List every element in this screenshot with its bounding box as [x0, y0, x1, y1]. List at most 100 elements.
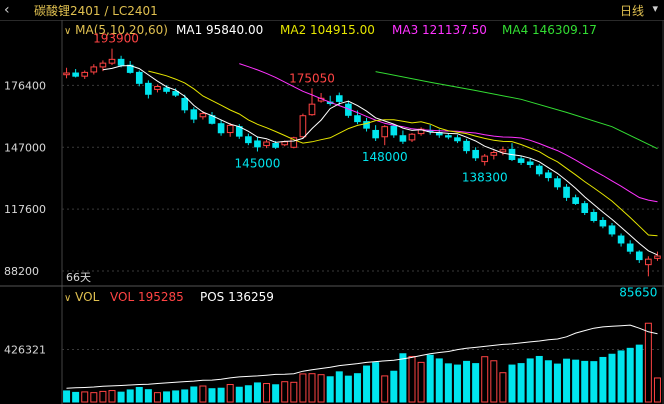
candle-body: [390, 125, 398, 136]
candle-body: [181, 97, 189, 111]
volume-bar: [208, 388, 216, 403]
volume-bar: [553, 363, 561, 403]
volume-bar: [272, 384, 280, 403]
chevron-down-icon[interactable]: ∨: [64, 26, 72, 37]
price-annotation: 175050: [289, 71, 335, 85]
volume-bar: [326, 376, 334, 403]
volume-bar: [372, 362, 380, 403]
volume-bar: [381, 375, 389, 403]
legend-ma2: MA2 104915.00: [280, 23, 375, 37]
candle-body: [535, 165, 543, 175]
candle-body: [363, 121, 370, 129]
ma-title-text: MA(5,10,20,60): [75, 23, 168, 37]
candle-body: [263, 141, 270, 147]
volume-bar: [363, 365, 371, 403]
candle-body: [272, 142, 279, 148]
volume-bar: [308, 373, 316, 403]
volume-bar: [408, 355, 416, 403]
candle-body: [626, 243, 634, 252]
days-count-label: 66天: [66, 271, 91, 284]
volume-bar: [163, 391, 171, 403]
volume-bar: [99, 390, 107, 403]
back-arrow-icon[interactable]: ‹: [4, 2, 10, 18]
volume-bar: [235, 386, 243, 403]
candle-body: [499, 149, 507, 153]
candle-body: [572, 197, 579, 204]
volume-tick-label: 426321: [4, 344, 46, 357]
price-annotation: 138300: [462, 171, 508, 185]
candle-body: [135, 71, 143, 84]
candle-body: [554, 178, 561, 188]
candle-body: [354, 115, 361, 123]
period-selector[interactable]: 日线: [619, 4, 644, 18]
volume-bar: [635, 344, 643, 403]
ma1-line: [102, 64, 658, 256]
legend-ma-title: ∨ MA(5,10,20,60): [64, 23, 168, 37]
volume-bar: [490, 360, 498, 403]
volume-bar: [535, 355, 543, 403]
candle-body: [81, 71, 89, 77]
candle-body: [199, 113, 207, 118]
volume-bar: [481, 356, 489, 403]
price-tick-label: 117600: [4, 203, 46, 216]
candle-body: [117, 58, 125, 66]
chevron-down-icon[interactable]: ▾: [652, 2, 658, 15]
price-annotation: 85650: [619, 285, 657, 299]
candle-body: [154, 85, 161, 90]
pos-line: [66, 324, 658, 389]
volume-bar: [572, 359, 580, 403]
volume-bar: [108, 390, 116, 403]
volume-bar: [617, 350, 625, 403]
volume-bar: [390, 370, 398, 403]
volume-bar: [344, 375, 352, 403]
volume-bar: [626, 347, 634, 403]
volume-bar: [317, 374, 325, 403]
candle-body: [226, 124, 234, 134]
legend-ma3: MA3 121137.50: [392, 23, 487, 37]
price-annotation: 148000: [362, 150, 408, 164]
candle-body: [335, 95, 343, 102]
instrument-title: 碳酸锂2401 / LC2401: [34, 4, 158, 18]
volume-bar: [253, 382, 261, 403]
price-tick-label: 147000: [4, 141, 46, 154]
candle-body: [290, 137, 298, 148]
volume-bar: [563, 358, 571, 403]
candle-body: [490, 152, 498, 156]
candle-body: [399, 135, 407, 142]
volume-bar: [653, 377, 661, 403]
candle-body: [145, 82, 152, 95]
volume-bar: [244, 385, 252, 403]
candle-body: [581, 203, 589, 213]
price-tick-label: 176400: [4, 79, 46, 92]
candle-body: [308, 103, 316, 116]
candle-body: [599, 219, 607, 227]
price-annotation: 145000: [235, 156, 281, 170]
candle-body: [90, 66, 98, 73]
chevron-down-icon[interactable]: ∨: [64, 293, 72, 304]
legend-vol: VOL 195285: [110, 290, 184, 304]
candle-body: [517, 158, 525, 163]
candle-body: [108, 58, 116, 64]
legend-pos: POS 136259: [200, 290, 274, 304]
vol-title-text: VOL: [75, 290, 100, 304]
candle-body: [454, 137, 461, 142]
volume-bar: [544, 360, 552, 403]
volume-bar: [426, 354, 434, 403]
volume-bar: [299, 373, 307, 403]
candle-body: [481, 155, 489, 163]
volume-bar: [444, 363, 452, 403]
volume-bar: [281, 381, 289, 403]
volume-bar: [72, 391, 80, 403]
volume-bar: [599, 356, 607, 403]
volume-bar: [90, 392, 98, 403]
volume-bar: [199, 385, 207, 403]
volume-bar: [335, 371, 343, 403]
candle-body: [190, 109, 198, 120]
volume-bar: [63, 390, 71, 403]
volume-bar: [290, 381, 298, 403]
candle-body: [563, 186, 570, 198]
candle-body: [254, 140, 261, 148]
volume-bar: [463, 360, 471, 403]
candle-body: [463, 140, 470, 152]
